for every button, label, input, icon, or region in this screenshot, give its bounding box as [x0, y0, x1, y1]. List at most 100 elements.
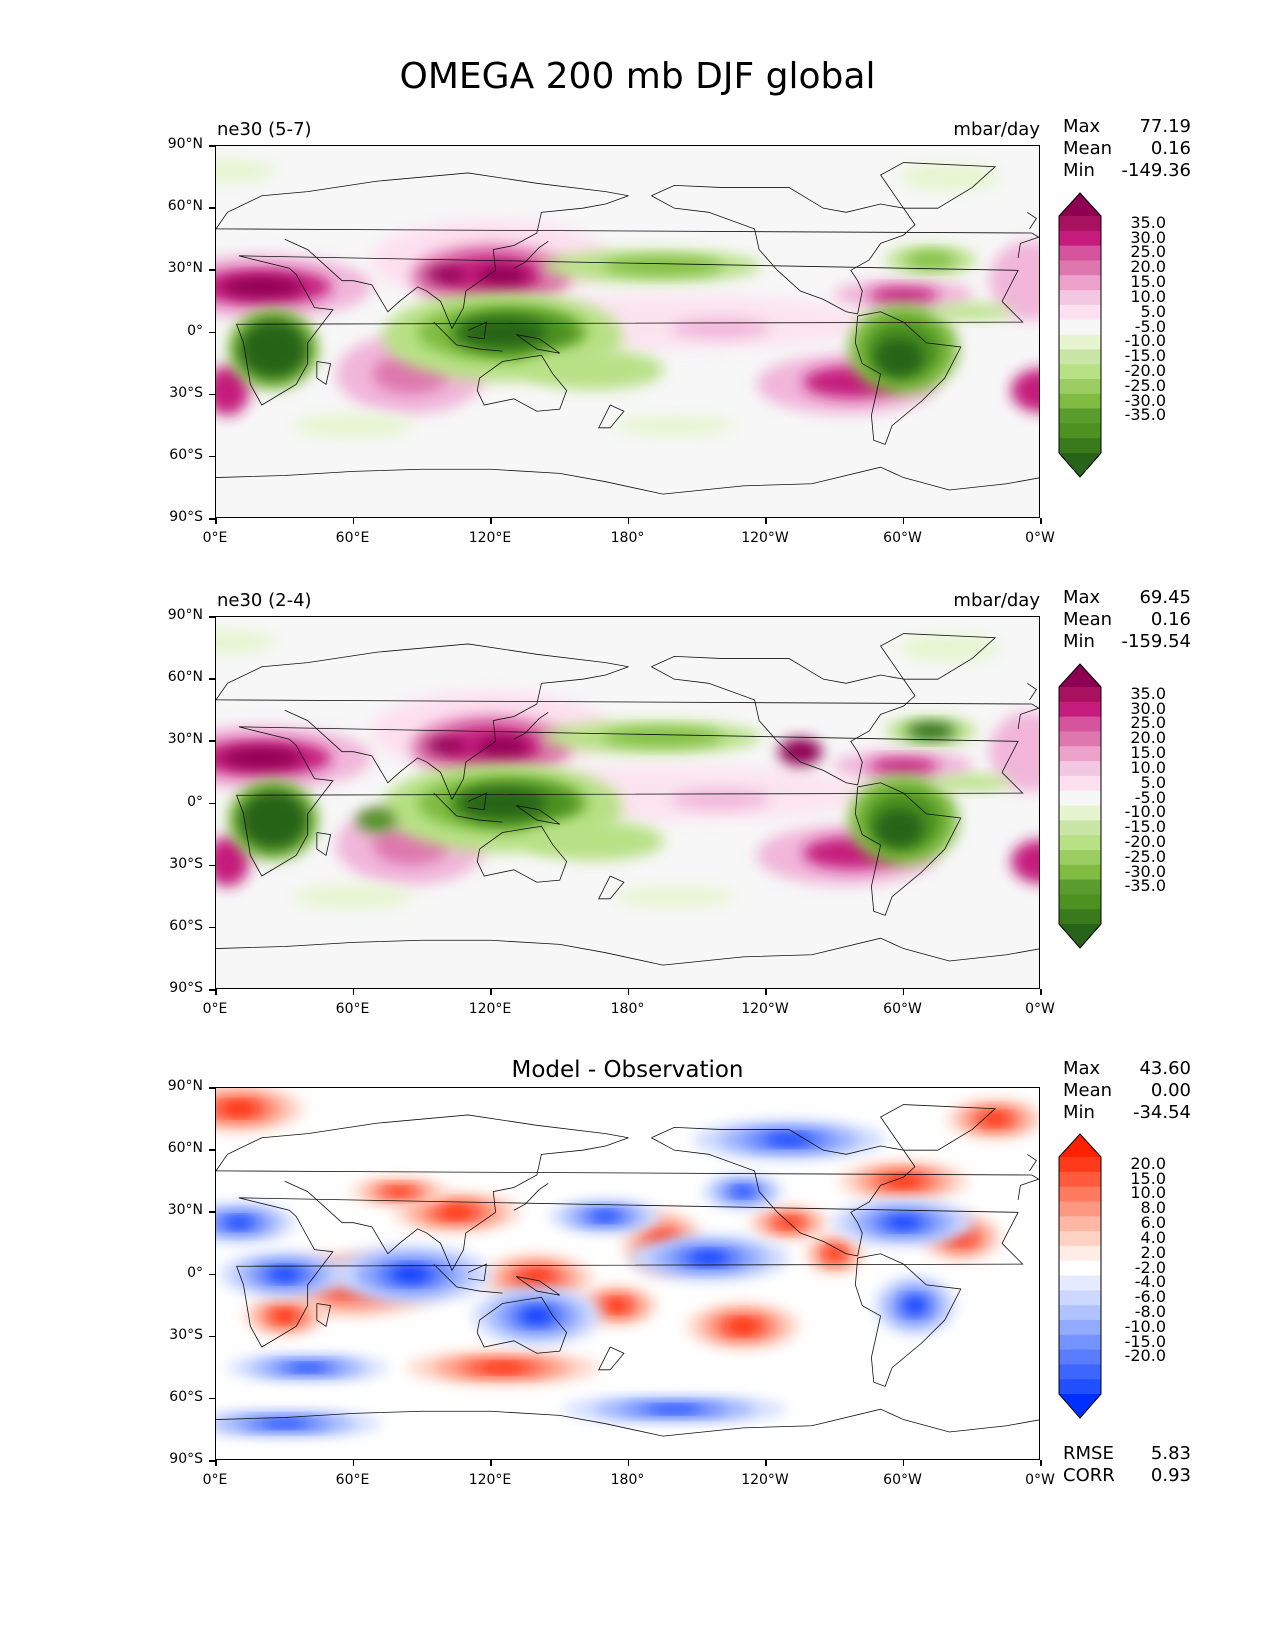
y-tick-label: 30°S [169, 1326, 203, 1343]
x-tick-mark [215, 1460, 217, 1466]
y-tick-label: 30°S [169, 384, 203, 401]
coastline-segment [880, 162, 997, 209]
y-tick-label: 60°S [169, 446, 203, 463]
x-tick-label: 120°E [468, 1472, 512, 1488]
ascent-contour [477, 266, 528, 287]
y-tick-label: 30°N [167, 731, 203, 748]
colorbar-swatch [1059, 1364, 1101, 1380]
coastline-segment [515, 1276, 560, 1296]
coastline-segment [316, 361, 332, 385]
descent-contour [873, 808, 924, 849]
coastline-segment [236, 255, 1024, 406]
y-tick-label: 0° [187, 1264, 203, 1281]
colorbar-swatch [1059, 731, 1101, 747]
max-value: 77.19 [1139, 116, 1191, 137]
colorbar-swatch [1059, 378, 1101, 395]
colorbar-swatch [1059, 1334, 1101, 1351]
ascent-contour [868, 287, 939, 304]
descent-contour [238, 790, 309, 851]
x-tick-mark [902, 989, 904, 995]
x-tick-mark [490, 1460, 492, 1466]
panel-units: mbar/day [953, 119, 1040, 140]
colorbar-swatch [1059, 260, 1101, 276]
y-tick-label: 0° [187, 322, 203, 339]
coastline-segment [515, 334, 560, 354]
coastline-segment [236, 1197, 1024, 1348]
colorbar-swatch [1059, 1319, 1101, 1336]
x-tick-mark [352, 518, 354, 524]
colorbar-level-label: -35.0 [1124, 405, 1166, 425]
descent-contour [238, 319, 309, 380]
x-tick-mark [490, 518, 492, 524]
colorbar-swatch [1059, 790, 1101, 807]
colorbar-level-label: -10.0 [1124, 1316, 1166, 1336]
negative-bias-contour [390, 1267, 431, 1282]
coastline-segment [1027, 682, 1037, 701]
colorbar-swatch [1059, 393, 1101, 410]
x-tick-mark [215, 518, 217, 524]
colorbar-swatch [1059, 701, 1101, 718]
x-tick-mark [490, 989, 492, 995]
min-label: Min [1063, 1102, 1095, 1123]
ascent-contour [670, 789, 771, 810]
colorbar-swatch [1059, 1379, 1101, 1395]
descent-contour [614, 886, 735, 907]
y-tick-mark [209, 269, 215, 271]
descent-contour [293, 413, 414, 438]
descent-contour [524, 349, 665, 390]
coastline-segment [854, 1253, 962, 1387]
descent-contour [293, 884, 414, 909]
x-tick-label: 0°W [1025, 1001, 1055, 1017]
descent-contour [457, 788, 548, 819]
colorbar-level-label: -8.0 [1134, 1301, 1166, 1321]
descent-contour [614, 415, 735, 436]
colorbar-swatch [1059, 319, 1101, 336]
colorbar-level-label: 2.0 [1140, 1242, 1166, 1262]
colorbar-level-label: 10.0 [1130, 286, 1166, 306]
coastline-segment [854, 782, 962, 916]
x-tick-label: 0°E [202, 530, 228, 546]
colorbar-level-label: -15.0 [1124, 817, 1166, 837]
colorbar-level-label: -5.0 [1134, 787, 1166, 807]
coastline-segment [216, 228, 1039, 258]
x-tick-mark [352, 1460, 354, 1466]
coastline-segment [467, 321, 487, 340]
colorbar: 20.0 15.0 10.0 8.0 6.0 4.0 2.0 -2.0 -4.0 -6.0 -8.0… [1058, 1133, 1188, 1433]
coastline-segment [1027, 211, 1037, 230]
positive-bias-contour [387, 1188, 412, 1195]
y-tick-label: 60°N [167, 669, 203, 686]
ascent-contour [216, 365, 250, 416]
y-tick-label: 60°N [167, 198, 203, 215]
y-tick-label: 30°N [167, 260, 203, 277]
colorbar-level-label: 30.0 [1130, 698, 1166, 718]
x-tick-label: 120°E [468, 530, 512, 546]
descent-contour [873, 337, 924, 378]
min-label: Min [1063, 631, 1095, 652]
colorbar-level-label: -20.0 [1124, 1346, 1166, 1366]
colorbar-level-label: 25.0 [1130, 242, 1166, 262]
coastline-segment [433, 792, 503, 823]
colorbar-extend-min [1059, 924, 1101, 948]
colorbar-extend-min [1059, 1394, 1101, 1418]
coastline-segment [880, 633, 997, 680]
x-tick-label: 60°E [335, 530, 370, 546]
colorbar-level-label: 10.0 [1130, 757, 1166, 777]
positive-bias-contour [274, 1311, 295, 1321]
colorbar-swatch [1059, 216, 1101, 232]
ascent-contour [1011, 368, 1039, 413]
negative-bias-contour [733, 1187, 754, 1196]
ascent-contour [989, 711, 1039, 792]
colorbar-swatch [1059, 761, 1101, 777]
x-tick-mark [902, 1460, 904, 1466]
colorbar-swatch [1059, 1157, 1101, 1173]
colorbar-level-label: 15.0 [1130, 272, 1166, 292]
map-field [216, 1088, 1039, 1437]
y-tick-mark [209, 207, 215, 209]
coastline-segment [467, 1263, 487, 1282]
negative-bias-contour [688, 1252, 729, 1264]
colorbar-level-label: 10.0 [1130, 1183, 1166, 1203]
coastline-segment [284, 195, 629, 330]
negative-bias-contour [520, 1308, 553, 1324]
y-tick-mark [209, 1273, 215, 1275]
colorbar-extend-min [1059, 453, 1101, 477]
